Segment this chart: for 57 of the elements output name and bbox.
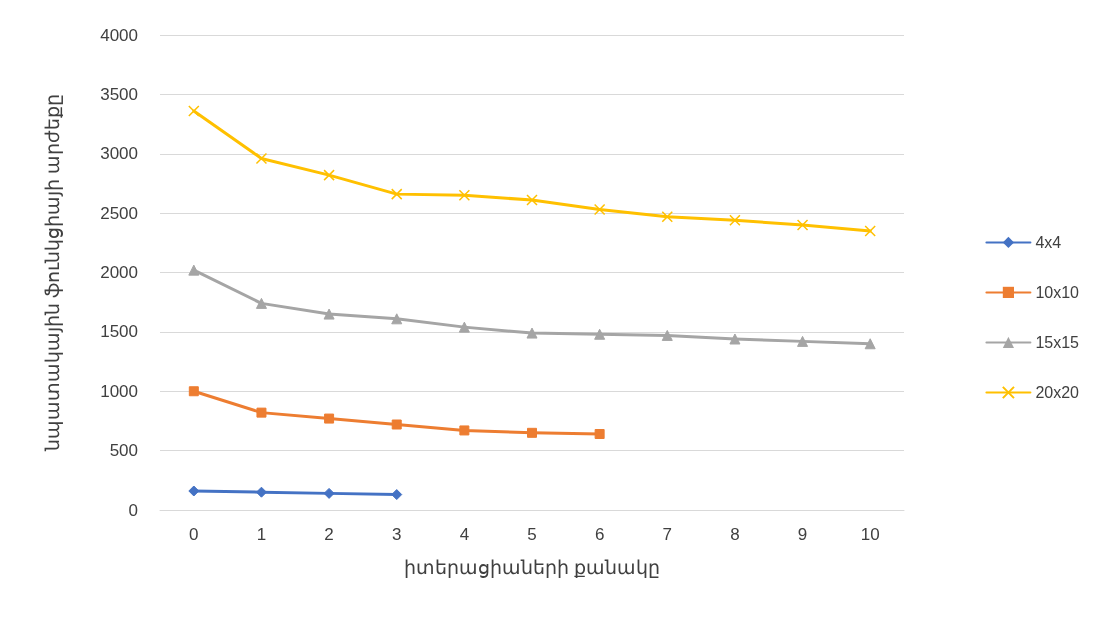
x-tick-label: 4	[459, 525, 470, 544]
point	[459, 425, 470, 436]
point	[796, 219, 809, 231]
x-tick-label: 6	[594, 525, 605, 544]
point	[593, 203, 606, 216]
x-tick-label: 10	[860, 525, 880, 544]
point	[188, 386, 199, 397]
legend-label: 4x4	[1035, 233, 1062, 251]
point	[390, 188, 403, 200]
point	[458, 189, 471, 202]
x-tick-label: 7	[662, 525, 673, 544]
point	[594, 328, 606, 340]
point	[729, 333, 741, 345]
x-tick-label: 3	[391, 525, 402, 544]
point	[256, 407, 267, 418]
x-axis-title: իտերացիաների քանակը	[403, 557, 661, 578]
point	[391, 419, 402, 430]
point	[323, 169, 335, 181]
y-tick-label: 2500	[100, 203, 138, 223]
y-tick-label: 3500	[100, 84, 138, 104]
point	[864, 225, 876, 237]
point	[391, 489, 403, 501]
x-tick-label: 1	[256, 525, 267, 544]
point	[255, 297, 267, 309]
point	[323, 308, 335, 320]
y-tick-label: 500	[109, 441, 138, 461]
point	[527, 427, 537, 438]
legend-label: 15x15	[1035, 333, 1080, 351]
point	[391, 313, 403, 325]
x-tick-label: 8	[730, 525, 740, 544]
y-tick-label: 2000	[100, 263, 138, 282]
point	[526, 327, 538, 339]
y-tick-label: 3000	[100, 144, 138, 164]
point	[661, 329, 673, 341]
point	[729, 214, 741, 226]
point	[323, 487, 335, 499]
point	[458, 321, 470, 333]
legend-label: 20x20	[1035, 384, 1080, 401]
y-axis-title: նպատակային ֆունկցիայի արժեքը	[42, 93, 63, 453]
point	[661, 210, 674, 223]
x-tick-label: 5	[527, 525, 537, 544]
point	[188, 105, 200, 117]
point	[324, 413, 335, 424]
y-tick-label: 1500	[100, 322, 138, 342]
x-tick-label: 2	[324, 525, 334, 544]
y-tick-label: 4000	[100, 25, 138, 45]
point	[864, 338, 876, 350]
x-tick-label: 9	[797, 525, 808, 544]
point	[188, 264, 200, 276]
point	[255, 152, 268, 165]
x-tick-label: 0	[189, 525, 199, 544]
point	[797, 335, 809, 347]
y-tick-label: 1000	[100, 381, 138, 401]
y-tick-label: 0	[128, 500, 138, 520]
point	[594, 429, 605, 439]
point	[526, 194, 538, 206]
legend-label: 10x10	[1035, 283, 1080, 301]
